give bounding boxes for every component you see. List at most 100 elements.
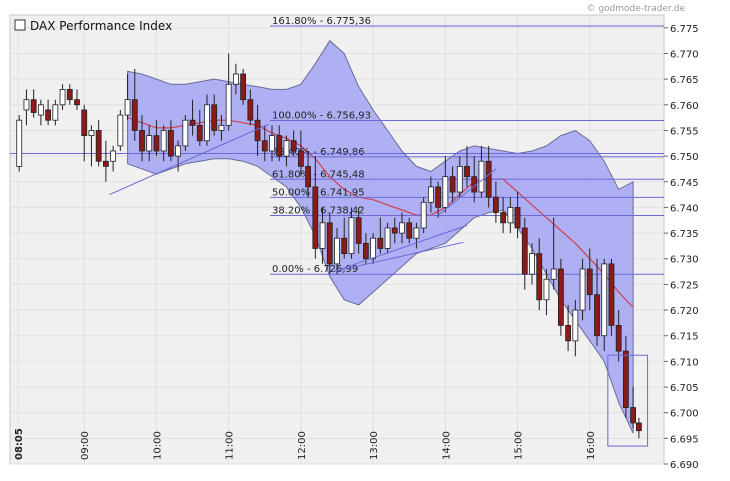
y-tick-label-17: 6.775	[670, 24, 699, 35]
candle-body-40	[305, 165, 312, 188]
candle-body-43	[326, 222, 333, 265]
fib-level-label-1: 100.00% - 6.756,93	[272, 111, 371, 122]
candle-body-66	[492, 196, 499, 213]
candle-body-74	[550, 268, 557, 280]
candle-body-33	[254, 119, 261, 142]
legend: DAX Performance Index	[14, 19, 172, 33]
overlay	[607, 354, 649, 447]
candle-body-85	[630, 407, 637, 424]
candle-body-31	[240, 73, 247, 101]
candle-body-75	[557, 268, 564, 326]
candle-body-15	[124, 99, 131, 116]
fib-level-label-0: 161.80% - 6.775,36	[272, 16, 371, 27]
candle-body-9	[81, 109, 88, 136]
candle-body-58	[435, 186, 442, 208]
trend-line-1	[333, 224, 468, 273]
candle-body-64	[478, 160, 485, 193]
candle-body-46	[348, 217, 355, 255]
fib-level-label-5: 38.20% - 6.738,42	[272, 206, 365, 217]
candle-body-53	[399, 222, 405, 234]
candle-body-36	[276, 135, 283, 157]
candle-body-48	[362, 242, 369, 260]
candle-body-28	[218, 124, 225, 131]
fib-level-label-2: 76.40% - 6.749,86	[272, 147, 365, 158]
x-tick-label-7: 15:00	[514, 431, 525, 460]
x-tick-label-2: 10:00	[152, 431, 163, 460]
candle-body-37	[283, 140, 290, 157]
candle-body-57	[427, 186, 434, 203]
candle-body-0	[16, 119, 23, 167]
candle-body-32	[247, 99, 254, 121]
y-tick-label-9: 6.735	[670, 229, 699, 240]
highlight-box	[607, 354, 649, 447]
candle-body-11	[95, 130, 102, 162]
trend-line-3	[437, 168, 497, 216]
candle-body-16	[131, 99, 138, 131]
y-tick-label-10: 6.740	[670, 203, 699, 214]
candle-body-26	[204, 104, 210, 142]
y-tick-label-13: 6.755	[670, 126, 699, 137]
candle-body-44	[334, 237, 340, 265]
candle-body-21	[167, 130, 174, 157]
x-tick-label-5: 13:00	[369, 431, 380, 460]
candle-body-65	[485, 160, 492, 198]
y-tick-label-2: 6.700	[670, 409, 699, 420]
y-tick-label-14: 6.760	[670, 101, 699, 112]
candle-body-78	[579, 268, 586, 311]
y-tick-label-5: 6.715	[670, 332, 699, 343]
candle-body-24	[189, 119, 196, 126]
candle-body-23	[182, 119, 189, 147]
candle-body-70	[521, 227, 528, 275]
candle-body-7	[66, 89, 73, 101]
candle-body-59	[442, 176, 449, 208]
x-axis: 08:05 09:00 10:00 11:00 12:00 13:00 14:00 15:00…	[14, 428, 597, 460]
x-tick-label-6: 14:00	[441, 431, 452, 460]
candle-body-25	[196, 124, 203, 142]
candle-body-19	[153, 135, 160, 152]
candle-body-22	[175, 145, 182, 157]
legend-swatch	[14, 19, 26, 31]
candle-body-6	[59, 89, 66, 106]
candle-body-42	[319, 222, 326, 249]
candle-body-81	[601, 263, 608, 337]
candle-body-20	[160, 130, 167, 152]
y-tick-label-12: 6.750	[670, 152, 699, 163]
candle-body-61	[456, 165, 463, 193]
chart-title: DAX Performance Index	[30, 19, 172, 33]
x-tick-label-4: 12:00	[297, 431, 308, 460]
candle-body-52	[391, 227, 398, 234]
candle-body-86	[635, 422, 642, 432]
x-tick-label-8: 16:00	[586, 431, 597, 460]
candle-body-72	[536, 253, 543, 301]
candle-body-49	[370, 237, 377, 260]
candle-body-17	[139, 130, 145, 152]
x-tick-label-3: 11:00	[225, 431, 236, 460]
fib-level-label-3: 61.80% - 6.745,48	[272, 169, 365, 180]
candle-body-1	[23, 99, 30, 111]
y-tick-label-4: 6.710	[670, 357, 699, 368]
candle-body-79	[586, 268, 593, 296]
y-tick-label-15: 6.765	[670, 75, 699, 86]
candle-body-55	[413, 227, 420, 239]
candle-body-60	[449, 176, 456, 193]
trend-line-0	[109, 123, 269, 196]
candle-body-10	[88, 130, 95, 136]
candle-body-39	[297, 150, 304, 167]
y-tick-label-11: 6.745	[670, 178, 699, 189]
candle-body-77	[572, 309, 579, 342]
candle-body-54	[406, 222, 413, 239]
candle-body-29	[225, 83, 232, 126]
candle-body-12	[102, 160, 109, 167]
candle-body-3	[37, 104, 44, 116]
candle-body-84	[622, 350, 629, 408]
candle-body-35	[269, 135, 275, 152]
candle-body-82	[608, 263, 615, 326]
y-axis: 6.690 6.695 6.700 6.705 6.710 6.715 6.720 6.725…	[664, 24, 699, 471]
candle-body-76	[565, 325, 572, 342]
fib-level-label-6: 0.00% - 6.726,99	[272, 264, 358, 275]
candle-body-71	[529, 253, 535, 275]
candle-body-45	[341, 237, 348, 255]
y-tick-label-6: 6.720	[670, 306, 699, 317]
y-tick-label-1: 6.695	[670, 434, 699, 445]
